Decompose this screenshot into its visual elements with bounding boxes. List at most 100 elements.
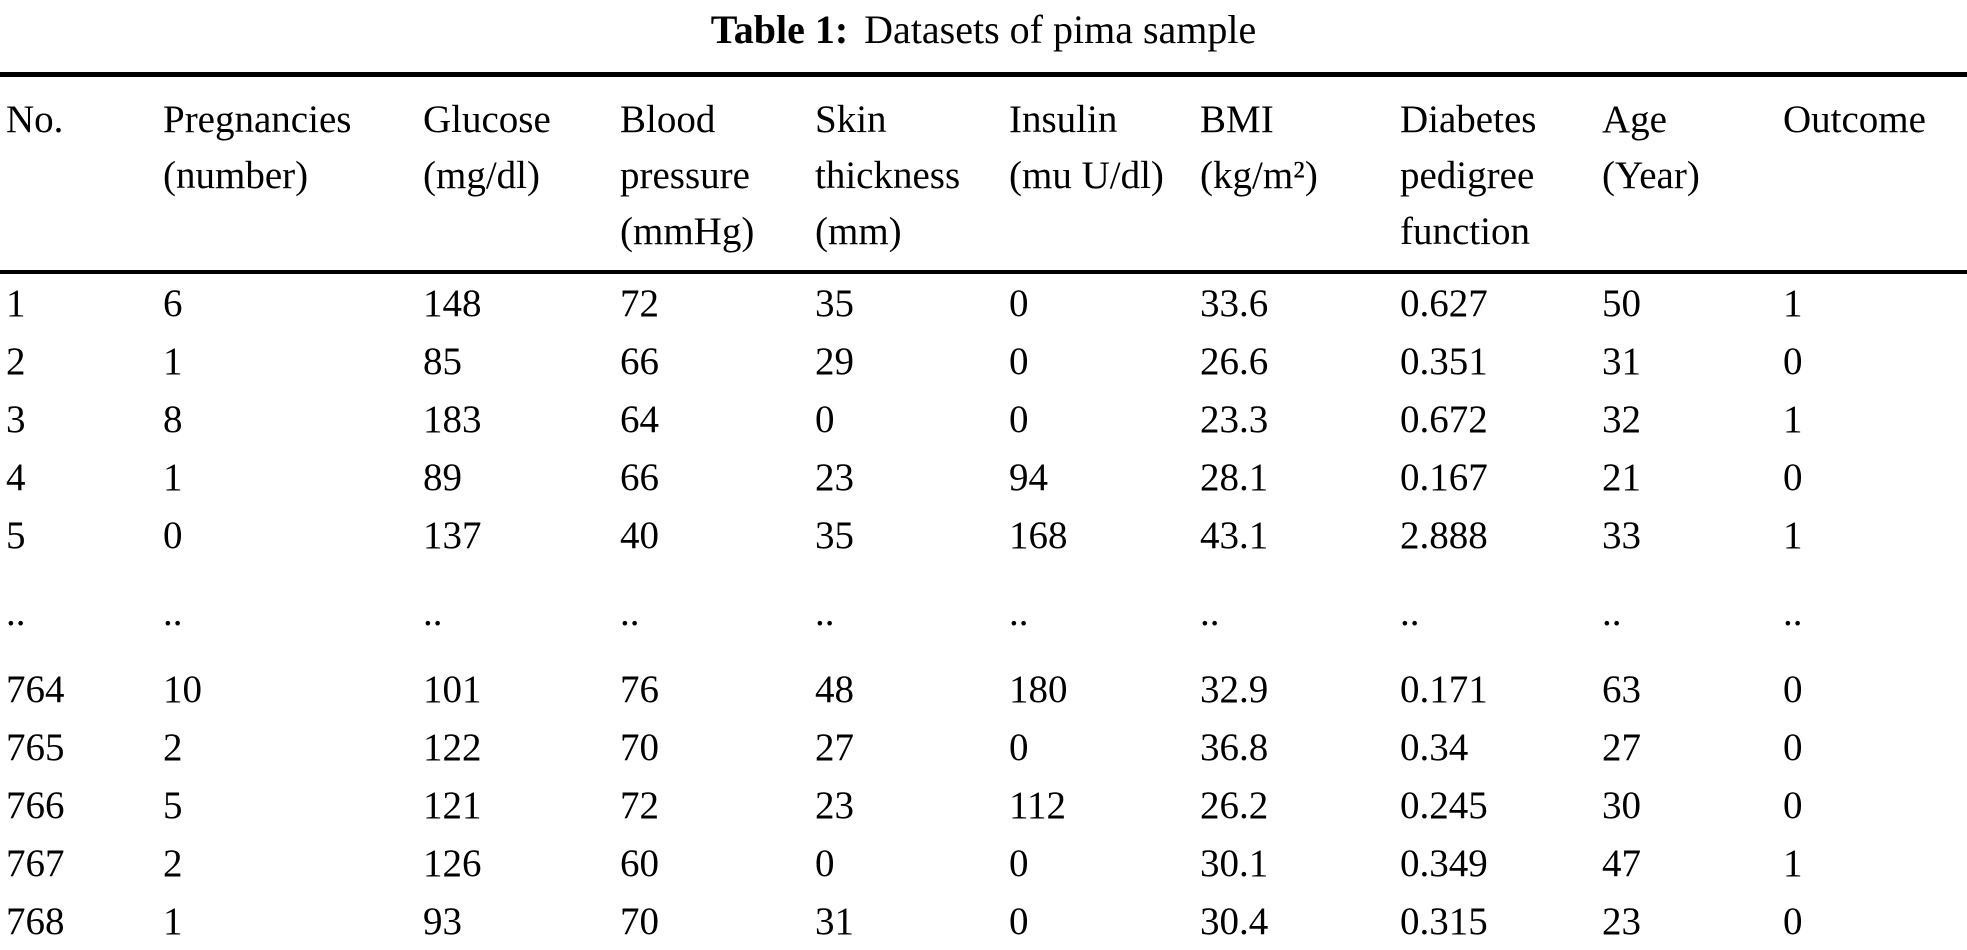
table-row: 5 0 137 40 35 168 43.1 2.888 33 1 <box>0 506 1967 564</box>
table-row: 765 2 122 70 27 0 36.8 0.34 27 0 <box>0 718 1967 776</box>
column-unit: (mg/dl) <box>423 154 540 197</box>
table-cell: 32.9 <box>1200 667 1269 711</box>
table-cell: 43.1 <box>1200 513 1269 557</box>
table-cell: 30 <box>1602 783 1641 827</box>
table-cell: 28.1 <box>1200 455 1269 499</box>
table-cell: .. <box>1200 590 1220 634</box>
table-cell: 1 <box>1783 513 1803 557</box>
table-row: 764 10 101 76 48 180 32.9 0.171 63 0 <box>0 660 1967 718</box>
table-cell: 32 <box>1602 397 1641 441</box>
table-row: 767 2 126 60 0 0 30.1 0.349 47 1 <box>0 834 1967 892</box>
table-cell: 6 <box>163 281 183 325</box>
table-body: 1 6 148 72 35 0 33.6 0.627 50 1 2 1 85 66 29 0 26.6 0.351… <box>0 272 1967 950</box>
table-cell: 0.171 <box>1400 667 1488 711</box>
column-header: Insulin (mu U/dl) <box>1009 74 1200 274</box>
column-unit: (kg/m²) <box>1200 154 1318 197</box>
table-cell: 0 <box>1009 892 1200 950</box>
table-cell: 0 <box>1783 892 1967 950</box>
table-cell: .. <box>620 590 640 634</box>
table-cell: 94 <box>1009 455 1048 499</box>
table-cell: 2 <box>163 725 183 769</box>
table-cell: 0 <box>1009 339 1029 383</box>
table-cell: 66 <box>620 455 659 499</box>
table-row: 768 1 93 70 31 0 30.4 0.315 23 0 <box>0 892 1967 950</box>
pima-dataset-table: No. Pregnancies (number) Glucose (mg/dl) Bloo… <box>0 72 1967 950</box>
table-cell: 0.627 <box>1400 281 1488 325</box>
table-cell: 21 <box>1602 455 1641 499</box>
table-cell: 33 <box>1602 513 1641 557</box>
table-cell: 35 <box>815 281 854 325</box>
table-cell: 148 <box>423 281 482 325</box>
table-cell: 112 <box>1009 783 1067 827</box>
table-cell: 47 <box>1602 841 1641 885</box>
column-unit: (number) <box>163 154 309 197</box>
table-cell: 0 <box>1009 725 1029 769</box>
table-cell: 5 <box>6 513 26 557</box>
table-cell: 183 <box>423 397 482 441</box>
table-cell: 2 <box>6 339 26 383</box>
table-cell: 23 <box>1602 892 1783 950</box>
column-name: Glucose <box>423 98 551 141</box>
column-name: Age <box>1602 98 1667 141</box>
table-cell: 1 <box>6 281 26 325</box>
column-header: Pregnancies (number) <box>163 74 423 274</box>
table-cell: 0 <box>1783 339 1803 383</box>
table-cell: 180 <box>1009 667 1068 711</box>
table-row: 2 1 85 66 29 0 26.6 0.351 31 0 <box>0 332 1967 390</box>
table-cell: 27 <box>1602 725 1641 769</box>
table-cell: 0.167 <box>1400 455 1488 499</box>
table-caption-text: Datasets of pima sample <box>864 7 1257 52</box>
table-cell: 0.34 <box>1400 725 1469 769</box>
table-cell: 0 <box>1783 667 1803 711</box>
table-cell: 4 <box>6 455 26 499</box>
table-cell: 768 <box>0 892 163 950</box>
table-cell: .. <box>1009 590 1029 634</box>
table-cell: 89 <box>423 455 462 499</box>
table-cell: 126 <box>423 841 482 885</box>
table-cell: .. <box>6 590 26 634</box>
table-cell: 0 <box>1783 455 1803 499</box>
table-cell: 101 <box>423 667 482 711</box>
column-header: No. <box>0 74 163 274</box>
table-cell: 0 <box>1009 841 1029 885</box>
column-header: Blood pressure (mmHg) <box>620 74 815 274</box>
column-unit: (Year) <box>1602 154 1700 197</box>
table-cell: 23 <box>815 783 854 827</box>
table-cell: 0 <box>815 397 835 441</box>
column-header: BMI (kg/m²) <box>1200 74 1400 274</box>
table-cell: 72 <box>620 281 659 325</box>
column-header: Age (Year) <box>1602 74 1783 274</box>
table-row: 4 1 89 66 23 94 28.1 0.167 21 0 <box>0 448 1967 506</box>
table-cell: 70 <box>620 892 815 950</box>
column-header: Skin thickness (mm) <box>815 74 1009 274</box>
table-cell: 50 <box>1602 281 1641 325</box>
table-cell: 10 <box>163 667 202 711</box>
table-cell: 0 <box>1009 281 1029 325</box>
column-unit: (mmHg) <box>620 210 755 253</box>
column-name: Insulin <box>1009 98 1118 141</box>
table-cell: 2.888 <box>1400 513 1488 557</box>
column-name: Skin thickness <box>815 98 961 197</box>
table-row: 3 8 183 64 0 0 23.3 0.672 32 1 <box>0 390 1967 448</box>
table-cell: 168 <box>1009 513 1068 557</box>
table-header-row: No. Pregnancies (number) Glucose (mg/dl) Bloo… <box>0 74 1967 274</box>
table-cell: .. <box>163 590 183 634</box>
table-row: 1 6 148 72 35 0 33.6 0.627 50 1 <box>0 272 1967 332</box>
ellipsis-row: .................... <box>0 564 1967 660</box>
table-cell: 36.8 <box>1200 725 1269 769</box>
table-cell: 766 <box>6 783 65 827</box>
column-unit: (mu U/dl) <box>1009 154 1164 197</box>
table-cell: 70 <box>620 725 659 769</box>
table-cell: 0 <box>163 513 183 557</box>
table-cell: .. <box>815 590 835 634</box>
table-cell: .. <box>1783 590 1803 634</box>
column-header: Glucose (mg/dl) <box>423 74 620 274</box>
table-cell: 40 <box>620 513 659 557</box>
table-cell: 30.4 <box>1200 892 1400 950</box>
column-name: Blood pressure <box>620 98 750 197</box>
table-cell: 765 <box>6 725 65 769</box>
table-cell: 27 <box>815 725 854 769</box>
table-cell: 63 <box>1602 667 1641 711</box>
table-cell: 23 <box>815 455 854 499</box>
